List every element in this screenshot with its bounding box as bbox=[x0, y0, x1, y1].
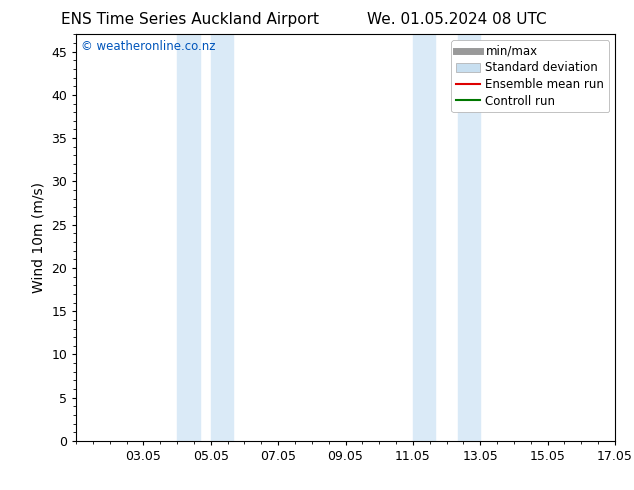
Legend: min/max, Standard deviation, Ensemble mean run, Controll run: min/max, Standard deviation, Ensemble me… bbox=[451, 40, 609, 112]
Bar bbox=[458, 34, 481, 441]
Bar bbox=[413, 34, 436, 441]
Text: © weatheronline.co.nz: © weatheronline.co.nz bbox=[81, 40, 216, 53]
Text: ENS Time Series Auckland Airport: ENS Time Series Auckland Airport bbox=[61, 12, 319, 27]
Text: We. 01.05.2024 08 UTC: We. 01.05.2024 08 UTC bbox=[366, 12, 547, 27]
Bar bbox=[177, 34, 200, 441]
Bar bbox=[210, 34, 233, 441]
Y-axis label: Wind 10m (m/s): Wind 10m (m/s) bbox=[32, 182, 46, 293]
